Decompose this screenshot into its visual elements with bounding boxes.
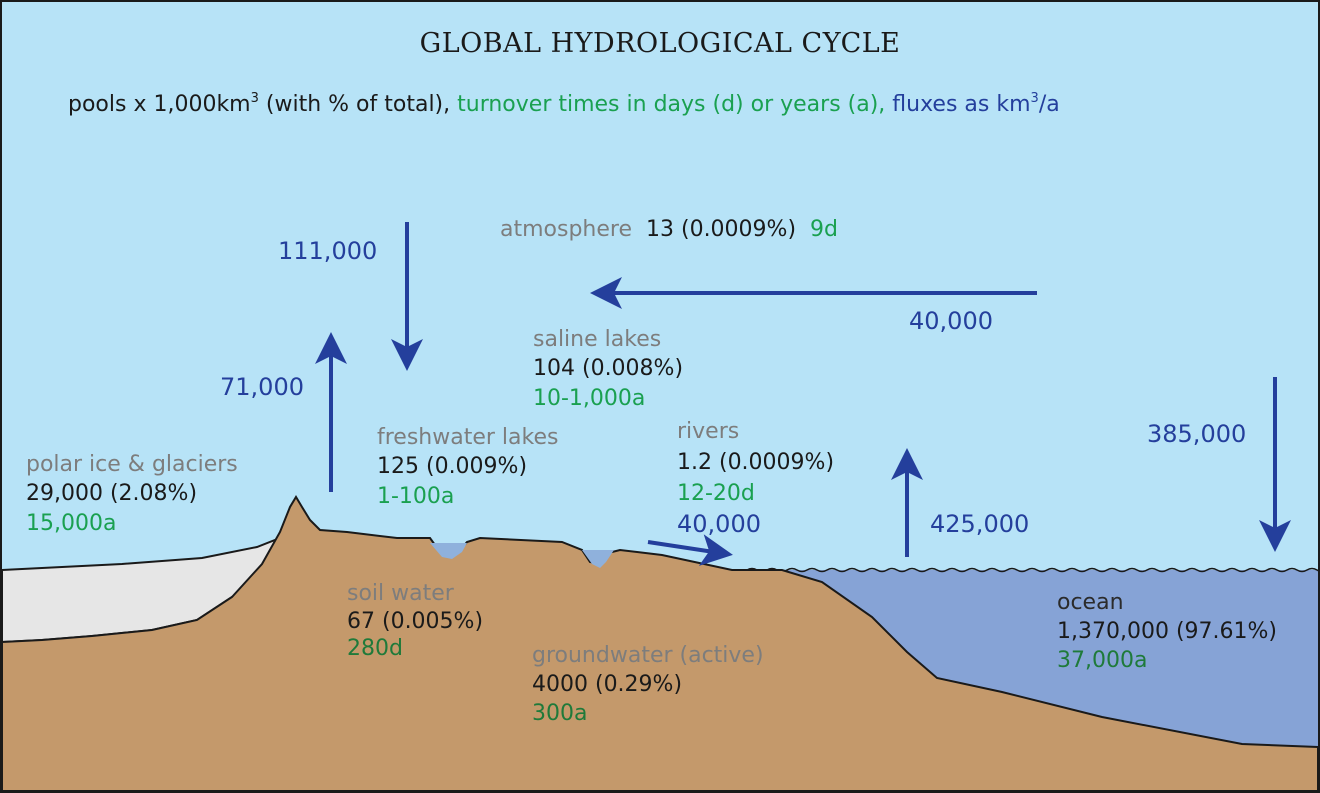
subtitle-fluxes: fluxes as km: [885, 92, 1031, 117]
atmosphere-turnover: 9d: [810, 217, 839, 242]
page-title: GLOBAL HYDROLOGICAL CYCLE: [419, 28, 901, 59]
ocean-turnover: 37,000a: [1057, 648, 1148, 673]
soil-water-name: soil water: [347, 581, 454, 606]
groundwater-volume: 4000 (0.29%): [532, 672, 683, 697]
land: [2, 495, 1318, 791]
rivers-turnover: 12-20d: [677, 481, 755, 506]
flux-river-runoff: 40,000: [677, 510, 761, 538]
flux-ocean-evaporation: 425,000: [930, 510, 1030, 538]
groundwater-turnover: 300a: [532, 701, 588, 726]
freshwater-lakes-volume: 125 (0.009%): [377, 454, 528, 479]
saline-lakes-turnover: 10-1,000a: [533, 386, 646, 411]
ocean-name: ocean: [1057, 590, 1124, 615]
rivers-name: rivers: [677, 419, 740, 444]
subtitle-turnover: turnover times in days (d) or years (a),: [450, 92, 886, 117]
soil-water-volume: 67 (0.005%): [347, 609, 484, 634]
subtitle-fluxes-sup: 3: [1030, 91, 1039, 106]
freshwater-lake: [430, 543, 467, 559]
atmosphere-volume: 13 (0.0009%): [646, 217, 797, 242]
rivers-volume: 1.2 (0.0009%): [677, 450, 835, 475]
freshwater-lakes-name: freshwater lakes: [377, 425, 559, 450]
flux-atmospheric-transport: 40,000: [909, 307, 993, 335]
polar-ice-name: polar ice & glaciers: [26, 452, 238, 477]
polar-ice-volume: 29,000 (2.08%): [26, 481, 198, 506]
freshwater-lakes-turnover: 1-100a: [377, 484, 455, 509]
polar-ice-turnover: 15,000a: [26, 511, 117, 536]
subtitle-pools: pools x 1,000km: [68, 92, 251, 117]
subtitle-fluxes-tail: /a: [1038, 92, 1060, 117]
flux-ocean-precipitation: 385,000: [1147, 420, 1247, 448]
flux-land-evaporation: 71,000: [220, 373, 304, 401]
ocean-water: [737, 570, 1318, 747]
subtitle: pools x 1,000km3 (with % of total), turn…: [68, 92, 1060, 118]
subtitle-pools-tail: (with % of total),: [258, 92, 451, 117]
subtitle-pools-sup: 3: [250, 91, 259, 106]
atmosphere-name: atmosphere: [500, 217, 632, 242]
groundwater-name: groundwater (active): [532, 643, 764, 668]
atmosphere-label: atmosphere 13 (0.0009%) 9d: [500, 217, 838, 243]
saline-lakes-volume: 104 (0.008%): [533, 356, 684, 381]
ocean-volume: 1,370,000 (97.61%): [1057, 619, 1278, 644]
flux-land-precipitation: 111,000: [278, 237, 378, 265]
saline-lake: [582, 550, 614, 568]
soil-water-turnover: 280d: [347, 636, 403, 661]
arrow-river-runoff: [647, 534, 733, 566]
saline-lakes-name: saline lakes: [533, 327, 662, 352]
ocean-surface: [736, 567, 1318, 573]
